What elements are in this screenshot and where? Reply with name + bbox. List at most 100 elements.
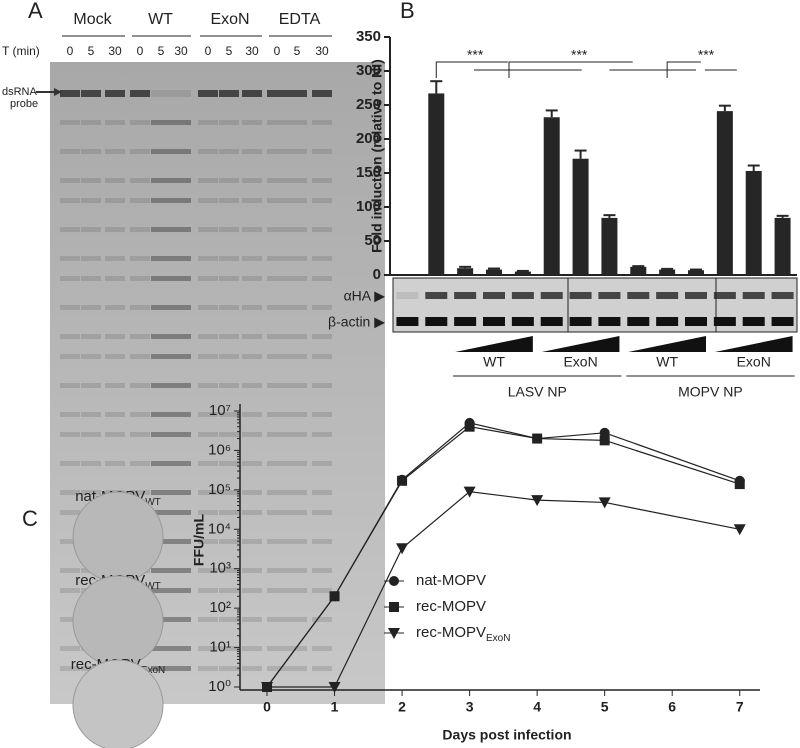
group-label: ExoN <box>737 354 771 370</box>
legend-name: rec-MOPV <box>416 624 486 641</box>
gel-smear <box>198 120 218 125</box>
gel-smear <box>151 432 171 437</box>
panel-label: A <box>28 0 43 23</box>
blot-band <box>685 317 707 326</box>
marker <box>328 682 341 693</box>
y-tick-label: 100 <box>356 198 381 215</box>
gel-smear <box>151 383 171 388</box>
gel-smear <box>219 383 239 388</box>
gel-smear <box>267 334 287 339</box>
y-tick-label: 200 <box>356 130 381 147</box>
gel-smear <box>130 305 150 310</box>
gel-smear <box>130 276 150 281</box>
gel-smear <box>151 334 171 339</box>
blot-label: αHA ▶ <box>344 288 386 304</box>
gel-smear <box>267 178 287 183</box>
x-tick-label: 7 <box>736 699 744 715</box>
gel-smear <box>81 354 101 359</box>
gel-smear <box>267 461 287 466</box>
gel-smear <box>219 334 239 339</box>
gel-smear <box>219 120 239 125</box>
gel-smear <box>267 432 287 437</box>
marker <box>261 682 274 693</box>
x-tick-label: 6 <box>668 699 676 715</box>
blot-band <box>685 292 707 299</box>
gel-smear <box>151 149 171 154</box>
gel-smear <box>130 198 150 203</box>
gel-smear <box>287 490 307 495</box>
gel-smear <box>60 276 80 281</box>
gel-band <box>171 90 191 97</box>
gel-smear <box>219 646 239 651</box>
blot-band <box>454 292 477 299</box>
gel-smear <box>105 383 125 388</box>
gel-smear <box>267 227 287 232</box>
time-label: 0 <box>137 44 144 58</box>
time-label: 5 <box>88 44 95 58</box>
plaque-label-sub: WT <box>145 497 161 508</box>
gel-smear <box>81 198 101 203</box>
gel-smear <box>219 354 239 359</box>
legend-marker <box>388 628 400 639</box>
gel-smear <box>267 666 287 671</box>
gel-smear <box>60 120 80 125</box>
gel-smear <box>60 178 80 183</box>
gel-smear <box>267 646 287 651</box>
gel-smear <box>171 305 191 310</box>
legend-name: nat-MOPV <box>416 572 486 589</box>
gel-smear <box>105 461 125 466</box>
time-label: 0 <box>205 44 212 58</box>
gel-smear <box>198 432 218 437</box>
marker <box>531 495 544 507</box>
gel-smear <box>130 334 150 339</box>
time-label: T (min) <box>2 44 40 58</box>
gel-smear <box>130 432 150 437</box>
gel-smear <box>242 432 262 437</box>
gel-smear <box>267 539 287 544</box>
gel-smear <box>287 412 307 417</box>
y-tick-label: 10¹ <box>209 639 231 656</box>
gel-smear <box>267 305 287 310</box>
marker <box>734 479 745 490</box>
gel-smear <box>198 646 218 651</box>
gel-smear <box>151 490 171 495</box>
gel-band <box>151 90 171 97</box>
gel-smear <box>242 227 262 232</box>
gel-band <box>219 90 239 97</box>
legend-name: rec-MOPV <box>416 598 486 615</box>
gel-smear <box>171 383 191 388</box>
gel-smear <box>130 354 150 359</box>
gel-smear <box>81 432 101 437</box>
blot-band <box>713 317 736 326</box>
gel-smear <box>60 617 80 622</box>
gel-smear <box>105 412 125 417</box>
gel-band <box>81 90 101 97</box>
gel-smear <box>312 568 332 573</box>
protein-label: LASV NP <box>508 384 567 400</box>
gel-smear <box>312 666 332 671</box>
gel-smear <box>198 666 218 671</box>
blot-band <box>540 317 563 326</box>
gel-smear <box>312 227 332 232</box>
gel-smear <box>242 256 262 261</box>
gel-smear <box>198 412 218 417</box>
gel-smear <box>198 383 218 388</box>
plaque-label-sub: WT <box>145 581 161 592</box>
gel-smear <box>219 490 239 495</box>
gel-smear <box>60 383 80 388</box>
marker <box>599 435 610 446</box>
y-tick-label: 10⁵ <box>208 481 231 498</box>
y-tick-label: 10⁶ <box>208 441 231 458</box>
y-axis-label: FFU/mL <box>191 514 207 567</box>
gel-smear <box>287 539 307 544</box>
gel-smear <box>242 568 262 573</box>
time-label: 30 <box>315 44 329 58</box>
gel-smear <box>242 588 262 593</box>
blot-band <box>598 317 621 326</box>
probe-label: dsRNA <box>2 86 38 98</box>
gel-smear <box>219 432 239 437</box>
gel-smear <box>267 617 287 622</box>
marker <box>733 524 746 536</box>
gel-smear <box>81 178 101 183</box>
